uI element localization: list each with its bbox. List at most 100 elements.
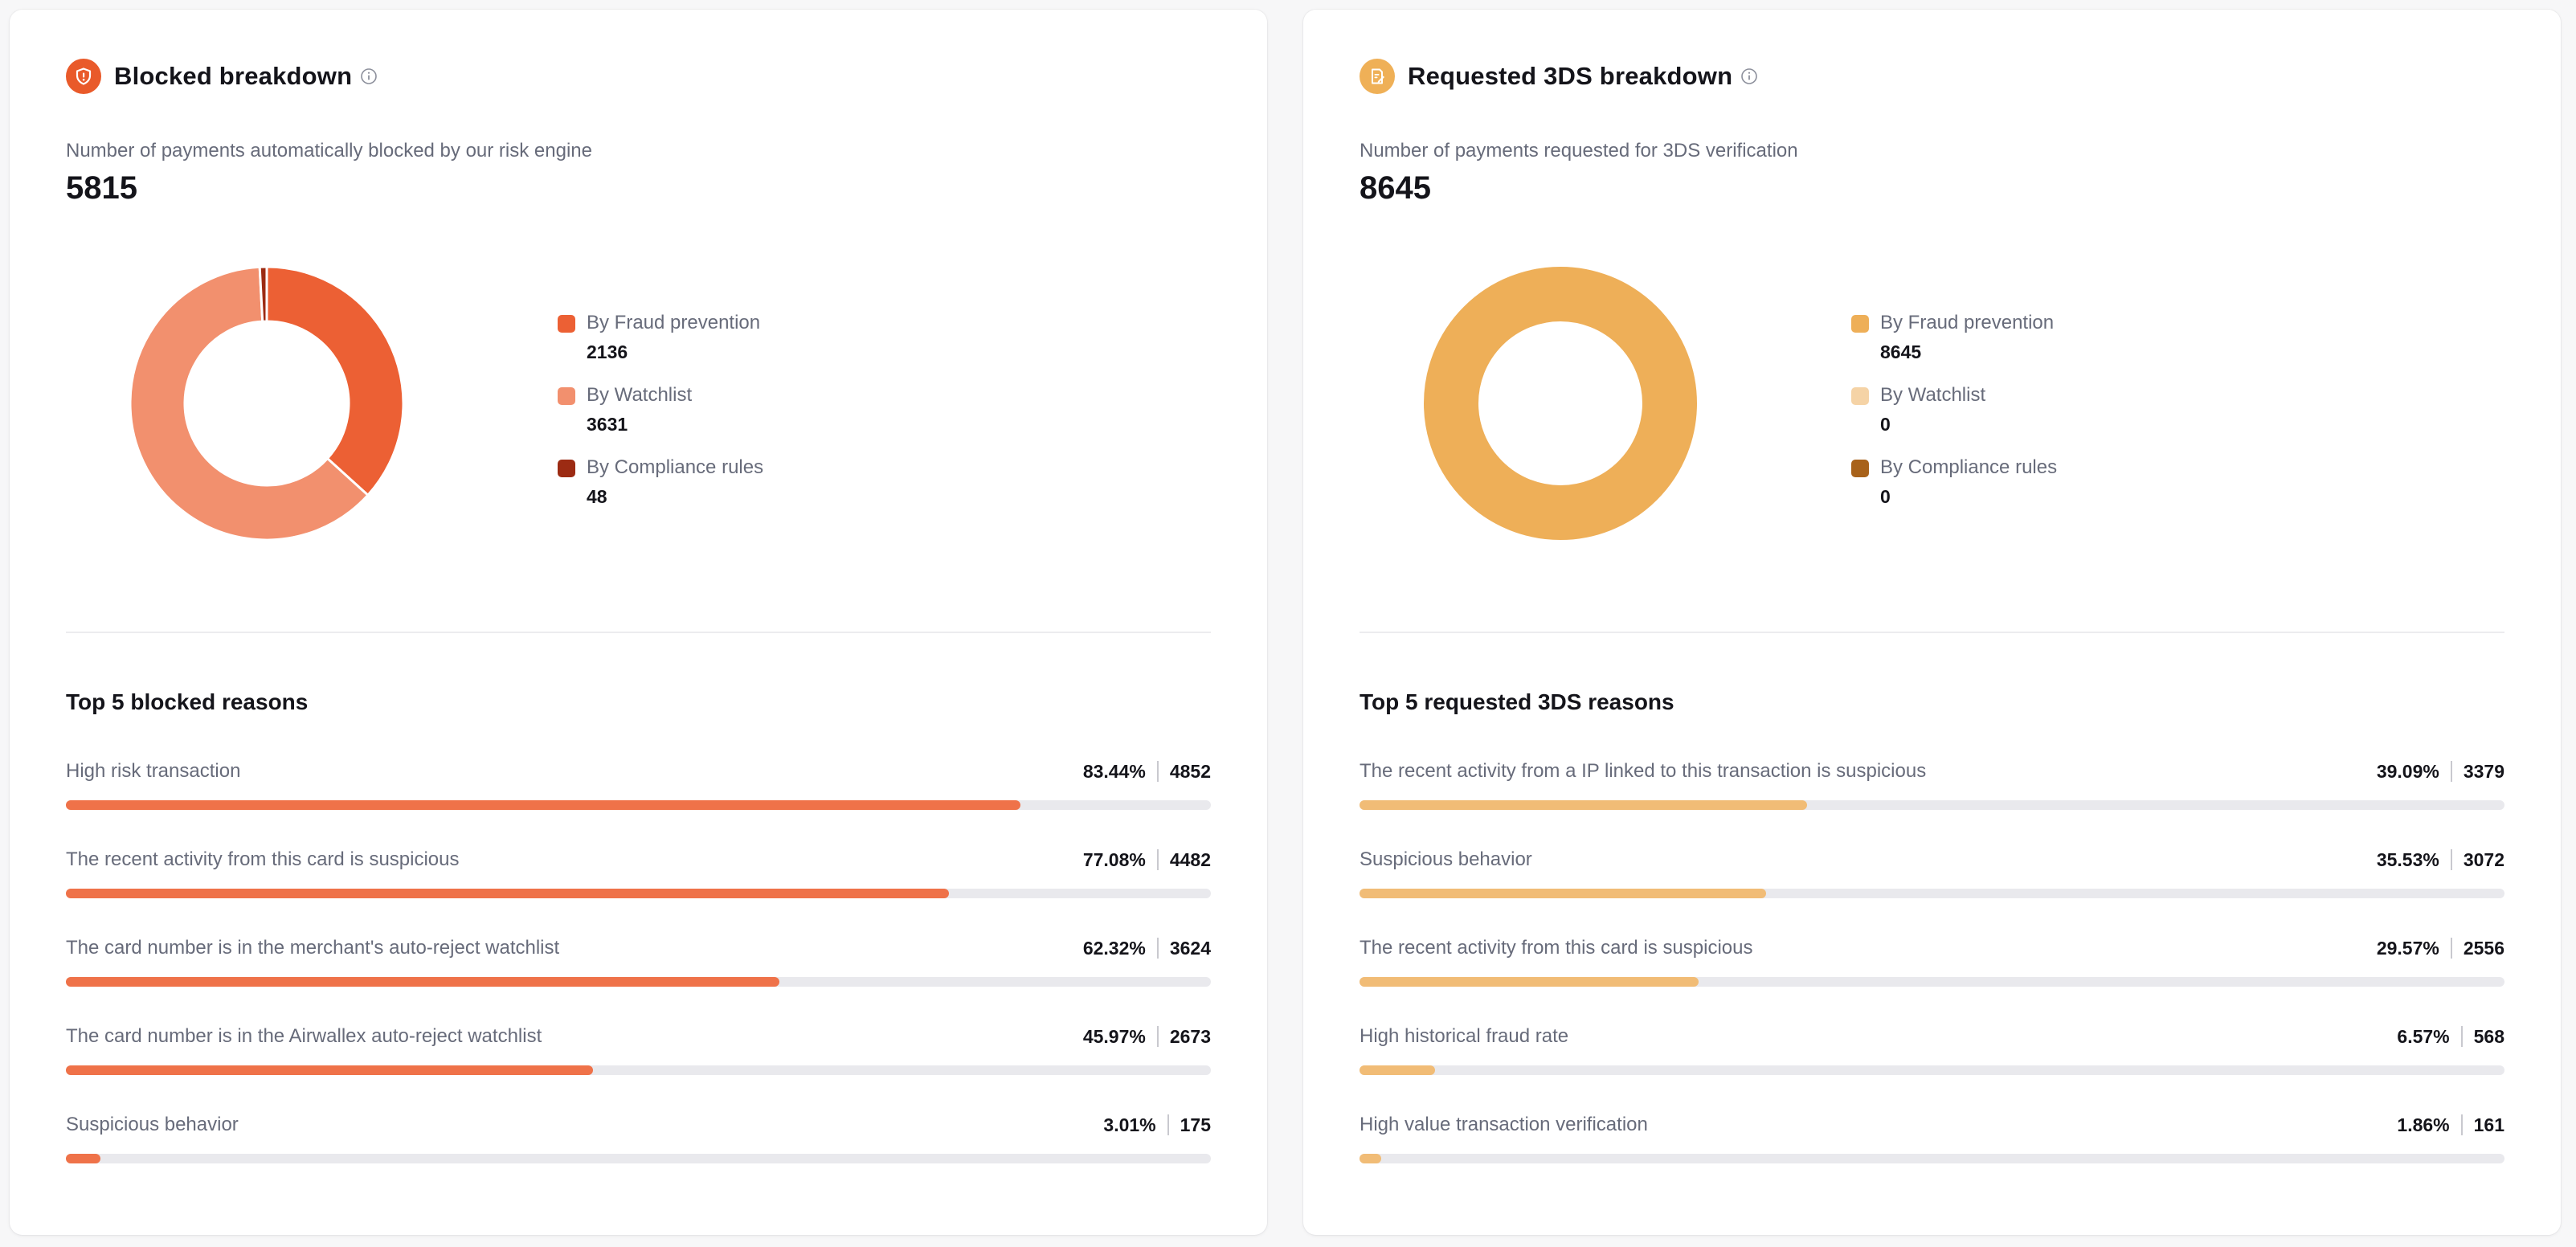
separator [2460,1026,2463,1047]
legend-label: By Watchlist [587,384,693,406]
legend-item-watchlist: By Watchlist 0 [1851,381,2057,453]
legend-swatch [1851,460,1869,477]
reason-count: 4852 [1169,760,1211,782]
reason-count: 3624 [1169,937,1211,959]
divider [66,632,1211,633]
shield-icon [66,59,101,94]
reason-count: 3379 [2463,760,2504,782]
reason-percent: 62.32% [1082,937,1146,959]
progress-track [1360,977,2504,987]
legend-label: By Fraud prevention [1880,312,2055,333]
reason-label: Suspicious behavior [66,1114,239,1135]
section-title: Top 5 requested 3DS reasons [1360,689,1674,714]
legend-label: By Compliance rules [1880,456,2058,478]
legend-item-fraud-prevention: By Fraud prevention 8645 [1851,309,2057,381]
reason-label: Suspicious behavior [1360,848,1532,870]
reason-item: The card number is in the Airwallex auto… [66,1020,1211,1109]
reason-item: The recent activity from a IP linked to … [1360,755,2504,844]
card-header: Blocked breakdown [66,56,378,96]
progress-fill [66,889,949,898]
reason-count: 2556 [2463,937,2504,959]
reason-label: High value transaction verification [1360,1114,1648,1135]
legend-value: 48 [587,486,607,507]
legend-swatch [558,315,575,333]
reason-count: 161 [2473,1114,2504,1135]
progress-fill [1360,889,1766,898]
progress-track [1360,1065,2504,1075]
progress-track [66,800,1211,810]
progress-track [1360,889,2504,898]
reason-count: 175 [1180,1114,1211,1135]
reason-item: The recent activity from this card is su… [66,844,1211,932]
legend-item-compliance-rules: By Compliance rules 48 [558,453,763,525]
legend-label: By Watchlist [1880,384,1986,406]
reason-percent: 39.09% [2376,760,2439,782]
legend-label: By Fraud prevention [587,312,761,333]
legend-swatch [1851,387,1869,405]
chart-legend: By Fraud prevention 8645 By Watchlist 0 … [1851,309,2057,525]
requested-3ds-breakdown-card: Requested 3DS breakdown Number of paymen… [1303,10,2561,1235]
separator [1156,1026,1159,1047]
reason-label: High risk transaction [66,760,241,782]
legend-value: 3631 [587,414,628,435]
legend-swatch [558,460,575,477]
section-title: Top 5 blocked reasons [66,689,309,714]
reason-item: High risk transaction 83.44% 4852 [66,755,1211,844]
info-icon[interactable] [360,67,378,85]
legend-item-watchlist: By Watchlist 3631 [558,381,763,453]
progress-track [1360,1154,2504,1163]
separator [2460,1114,2463,1135]
reason-percent: 1.86% [2397,1114,2450,1135]
document-edit-icon [1360,59,1395,94]
blocked-donut-slice [130,267,370,540]
reason-item: Suspicious behavior 3.01% 175 [66,1109,1211,1197]
legend-value: 8645 [1880,341,1922,362]
legend-label: By Compliance rules [587,456,764,478]
reason-label: The recent activity from a IP linked to … [1360,760,1927,782]
reason-percent: 6.57% [2397,1025,2450,1047]
separator [1156,849,1159,870]
progress-track [1360,800,2504,810]
reason-percent: 3.01% [1103,1114,1156,1135]
info-icon[interactable] [1740,67,1758,85]
reason-count: 2673 [1169,1025,1211,1047]
legend-value: 0 [1880,486,1891,507]
divider [1360,632,2504,633]
separator [1156,761,1159,782]
card-title: Blocked breakdown [114,62,353,90]
tds-donut-slice [1424,267,1697,540]
total-count: 5815 [66,170,137,206]
progress-fill [66,1154,100,1163]
reason-count: 4482 [1169,848,1211,870]
blocked-donut-slice [265,267,403,497]
blocked-breakdown-card: Blocked breakdown Number of payments aut… [10,10,1267,1235]
progress-fill [1360,1065,1436,1075]
reasons-list: The recent activity from a IP linked to … [1360,755,2504,1197]
reason-label: The recent activity from this card is su… [66,848,460,870]
reason-item: High historical fraud rate 6.57% 568 [1360,1020,2504,1109]
reason-percent: 77.08% [1082,848,1146,870]
separator [2450,761,2452,782]
progress-fill [66,977,779,987]
progress-fill [66,1065,593,1075]
separator [2450,849,2452,870]
reason-percent: 29.57% [2376,937,2439,959]
card-subtitle: Number of payments requested for 3DS ver… [1360,140,1798,161]
reason-label: High historical fraud rate [1360,1025,1569,1047]
legend-swatch [558,387,575,405]
legend-value: 0 [1880,414,1891,435]
progress-track [66,1154,1211,1163]
blocked-donut-slice [258,267,268,323]
separator [1167,1114,1169,1135]
progress-track [66,977,1211,987]
reason-percent: 35.53% [2376,848,2439,870]
reason-item: High value transaction verification 1.86… [1360,1109,2504,1197]
reason-label: The recent activity from this card is su… [1360,937,1753,959]
reason-label: The card number is in the Airwallex auto… [66,1025,542,1047]
separator [2450,938,2452,959]
legend-value: 2136 [587,341,628,362]
reason-percent: 45.97% [1082,1025,1146,1047]
legend-item-fraud-prevention: By Fraud prevention 2136 [558,309,763,381]
reason-item: The card number is in the merchant's aut… [66,932,1211,1020]
